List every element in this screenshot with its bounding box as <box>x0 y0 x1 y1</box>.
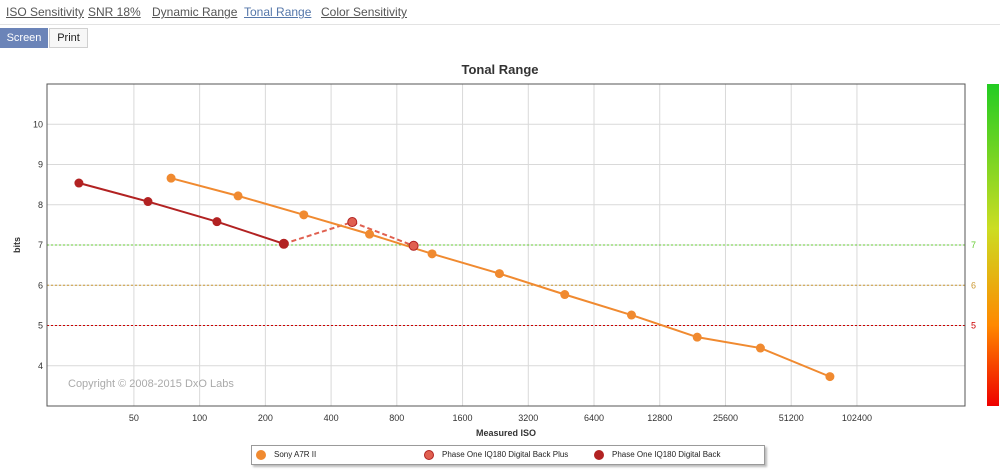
plot-border <box>46 83 966 407</box>
legend-label-phase-one-iq180-plus: Phase One IQ180 Digital Back Plus <box>442 450 569 459</box>
series-point <box>279 239 289 249</box>
axis-layer: 50 100 200 400 800 1600 3200 6400 12800 25600 5120… <box>12 83 966 438</box>
x-tick-label: 400 <box>324 413 339 423</box>
reference-lines: 7 6 5 <box>47 240 976 331</box>
series-point <box>427 249 437 259</box>
x-tick-label: 12800 <box>647 413 672 423</box>
x-tick-label: 1600 <box>453 413 473 423</box>
legend-item-phase-one-iq180-plus[interactable]: Phase One IQ180 Digital Back Plus <box>424 448 568 462</box>
series-point <box>692 332 702 342</box>
x-tick-label: 800 <box>389 413 404 423</box>
legend-dot-sony-a7r-ii <box>256 449 266 460</box>
y-tick-label: 10 <box>33 119 43 129</box>
series-point <box>299 210 309 220</box>
series-point <box>143 197 153 207</box>
x-tick-label: 3200 <box>518 413 538 423</box>
tab-color-sensitivity[interactable]: Color Sensitivity <box>321 5 408 19</box>
x-tick-label: 50 <box>129 413 139 423</box>
series-point <box>74 178 84 188</box>
x-tick-label: 102400 <box>842 413 872 423</box>
reference-line-label: 7 <box>971 240 976 250</box>
series-point <box>626 310 636 320</box>
screen-button[interactable]: Screen <box>0 28 48 48</box>
legend-item-sony-a7r-ii[interactable]: Sony A7R II <box>256 448 316 462</box>
tab-snr-18[interactable]: SNR 18% <box>88 5 141 19</box>
series-line <box>78 182 285 245</box>
y-tick-label: 5 <box>38 321 43 331</box>
series-point <box>233 191 243 201</box>
tab-iso-sensitivity[interactable]: ISO Sensitivity <box>6 5 85 19</box>
x-tick-label: 100 <box>192 413 207 423</box>
tab-bar: ISO Sensitivity SNR 18% Dynamic Range To… <box>0 0 1000 25</box>
tab-tonal-range[interactable]: Tonal Range <box>244 5 312 19</box>
tab-dynamic-range[interactable]: Dynamic Range <box>152 5 238 19</box>
legend-item-phase-one-iq180[interactable]: Phase One IQ180 Digital Back <box>594 448 721 462</box>
series-point <box>166 173 176 183</box>
y-axis-title: bits <box>12 237 22 253</box>
x-tick-label: 51200 <box>779 413 804 423</box>
print-button[interactable]: Print <box>49 28 88 48</box>
copyright-text: Copyright © 2008-2015 DxO Labs <box>68 378 234 390</box>
series-point <box>560 290 570 300</box>
series-point <box>825 372 835 382</box>
legend: Sony A7R II Phase One IQ180 Digital Back… <box>251 445 765 465</box>
series-point <box>494 269 504 279</box>
color-scale <box>987 84 999 406</box>
x-tick-label: 6400 <box>584 413 604 423</box>
series-point <box>365 229 375 239</box>
legend-dot-phase-one-iq180-plus <box>424 449 434 460</box>
chart-title: Tonal Range <box>461 62 539 77</box>
legend-label-phase-one-iq180: Phase One IQ180 Digital Back <box>612 450 721 459</box>
series-point <box>408 240 419 251</box>
legend-dot-phase-one-iq180 <box>594 449 604 460</box>
series-point <box>755 343 765 353</box>
series-point <box>347 217 358 228</box>
reference-line-label: 5 <box>971 321 976 331</box>
y-tick-label: 9 <box>38 160 43 170</box>
y-tick-label: 6 <box>38 280 43 290</box>
reference-line-label: 6 <box>971 280 976 290</box>
series-point <box>212 217 222 227</box>
x-tick-label: 200 <box>258 413 273 423</box>
y-tick-label: 8 <box>38 200 43 210</box>
series-line <box>283 220 414 247</box>
x-axis-title: Measured ISO <box>476 428 536 438</box>
y-tick-label: 4 <box>38 361 43 371</box>
series-layer <box>74 173 835 382</box>
scale-bar <box>987 84 999 406</box>
legend-label-sony-a7r-ii: Sony A7R II <box>274 450 317 459</box>
y-tick-label: 7 <box>38 240 43 250</box>
x-tick-label: 25600 <box>713 413 738 423</box>
